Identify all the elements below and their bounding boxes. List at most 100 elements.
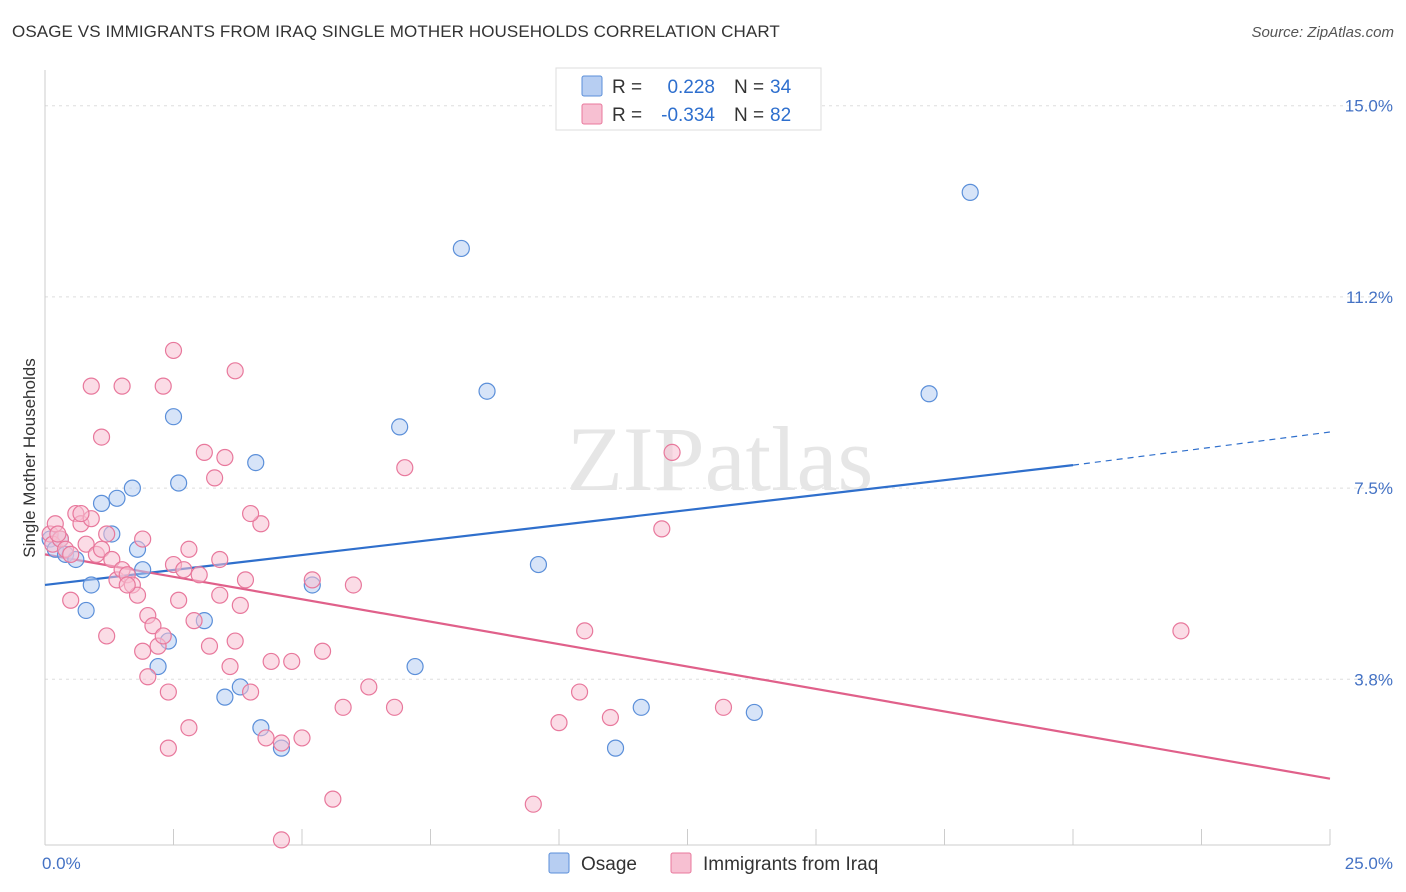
iraq-point bbox=[324, 790, 342, 808]
y-tick-label: 3.8% bbox=[1354, 670, 1393, 689]
iraq-point bbox=[49, 525, 67, 543]
iraq-point bbox=[303, 571, 321, 589]
trend-line-extension bbox=[1072, 431, 1331, 466]
gridlines bbox=[45, 105, 1390, 680]
iraq-point bbox=[226, 362, 244, 380]
osage-point bbox=[170, 474, 188, 492]
iraq-point bbox=[272, 831, 291, 849]
iraq-point bbox=[190, 566, 208, 584]
axes bbox=[44, 70, 1331, 846]
legend-r-label: R = bbox=[612, 77, 642, 98]
iraq-point bbox=[242, 683, 260, 701]
y-tick-label: 11.2% bbox=[1346, 288, 1393, 307]
iraq-point bbox=[313, 642, 332, 660]
osage-point bbox=[391, 418, 409, 436]
iraq-point bbox=[252, 515, 270, 533]
osage-point bbox=[961, 183, 979, 201]
iraq-point bbox=[195, 443, 213, 462]
y-axis-title: Single Mother Households bbox=[20, 358, 39, 557]
iraq-point bbox=[231, 596, 249, 614]
iraq-point bbox=[154, 377, 172, 395]
iraq-point bbox=[570, 683, 589, 701]
iraq-point bbox=[216, 448, 234, 467]
x-tick-label: 25.0% bbox=[1345, 854, 1393, 873]
iraq-point bbox=[334, 698, 352, 716]
osage-point bbox=[82, 576, 100, 594]
iraq-point bbox=[283, 652, 301, 671]
iraq-point bbox=[164, 341, 183, 360]
osage-point bbox=[606, 739, 625, 757]
iraq-point bbox=[293, 729, 311, 747]
osage-point bbox=[920, 385, 938, 403]
legend: R = 0.228 N = 34 R = -0.334 N = 82 bbox=[555, 67, 822, 131]
osage-point bbox=[77, 601, 95, 620]
data-points bbox=[41, 183, 1190, 849]
iraq-point bbox=[396, 459, 414, 477]
iraq-point bbox=[92, 428, 111, 446]
iraq-point bbox=[360, 678, 378, 696]
osage-point bbox=[134, 561, 152, 579]
iraq-point bbox=[77, 535, 95, 553]
osage-point bbox=[216, 688, 234, 706]
iraq-point bbox=[206, 469, 224, 487]
iraq-point bbox=[714, 698, 733, 716]
iraq-point bbox=[159, 739, 177, 757]
iraq-point bbox=[180, 719, 198, 737]
iraq-point bbox=[98, 627, 116, 645]
iraq-point bbox=[72, 504, 90, 523]
trend-line bbox=[44, 553, 1331, 780]
chart-source: Source: ZipAtlas.com bbox=[1251, 24, 1394, 41]
legend-n-value: 82 bbox=[770, 105, 791, 126]
iraq-point bbox=[139, 668, 157, 686]
iraq-point bbox=[118, 576, 136, 594]
iraq-point bbox=[170, 591, 188, 609]
osage-point bbox=[247, 453, 265, 472]
osage-point bbox=[406, 657, 424, 676]
iraq-point bbox=[257, 729, 275, 747]
iraq-point bbox=[576, 622, 594, 640]
osage-point bbox=[632, 698, 650, 716]
iraq-point bbox=[134, 642, 152, 660]
iraq-point bbox=[524, 795, 542, 813]
iraq-point bbox=[180, 540, 198, 558]
y-tick-label: 15.0% bbox=[1345, 97, 1393, 116]
iraq-point bbox=[175, 561, 193, 579]
osage-point bbox=[164, 408, 183, 426]
iraq-point bbox=[113, 377, 131, 395]
y-tick-label: 7.5% bbox=[1354, 479, 1393, 498]
iraq-point bbox=[663, 443, 681, 462]
iraq-point bbox=[200, 637, 219, 655]
bottom-legend-label: Osage bbox=[581, 854, 637, 875]
iraq-point bbox=[242, 504, 260, 523]
iraq-point bbox=[226, 632, 244, 650]
legend-swatch bbox=[581, 103, 603, 125]
iraq-point bbox=[344, 576, 362, 594]
iraq-point bbox=[154, 627, 172, 645]
iraq-point bbox=[221, 657, 239, 676]
x-tick-label: 0.0% bbox=[42, 854, 81, 873]
iraq-point bbox=[92, 540, 111, 558]
legend-n-value: 34 bbox=[770, 77, 792, 98]
osage-point bbox=[745, 703, 763, 722]
iraq-point bbox=[601, 708, 620, 727]
iraq-point bbox=[236, 571, 255, 589]
iraq-point bbox=[62, 591, 80, 609]
watermark-text: ZIPatlas bbox=[567, 408, 874, 510]
bottom-legend-swatch bbox=[670, 852, 692, 874]
legend-r-label: R = bbox=[612, 105, 642, 126]
watermark: ZIPatlas bbox=[567, 408, 874, 510]
iraq-point bbox=[653, 520, 671, 538]
iraq-point bbox=[134, 530, 152, 548]
iraq-point bbox=[103, 550, 121, 569]
iraq-point bbox=[1172, 622, 1190, 640]
legend-r-value: 0.228 bbox=[667, 77, 715, 98]
osage-point bbox=[478, 382, 496, 400]
legend-n-label: N = bbox=[734, 105, 764, 126]
iraq-point bbox=[144, 617, 162, 635]
iraq-point bbox=[550, 714, 568, 732]
iraq-point bbox=[62, 545, 80, 563]
osage-point bbox=[529, 555, 548, 574]
tick-labels: 15.0% 11.2% 7.5% 3.8% 0.0% 25.0% bbox=[42, 97, 1393, 873]
bottom-legend: Osage Immigrants from Iraq bbox=[548, 852, 878, 875]
